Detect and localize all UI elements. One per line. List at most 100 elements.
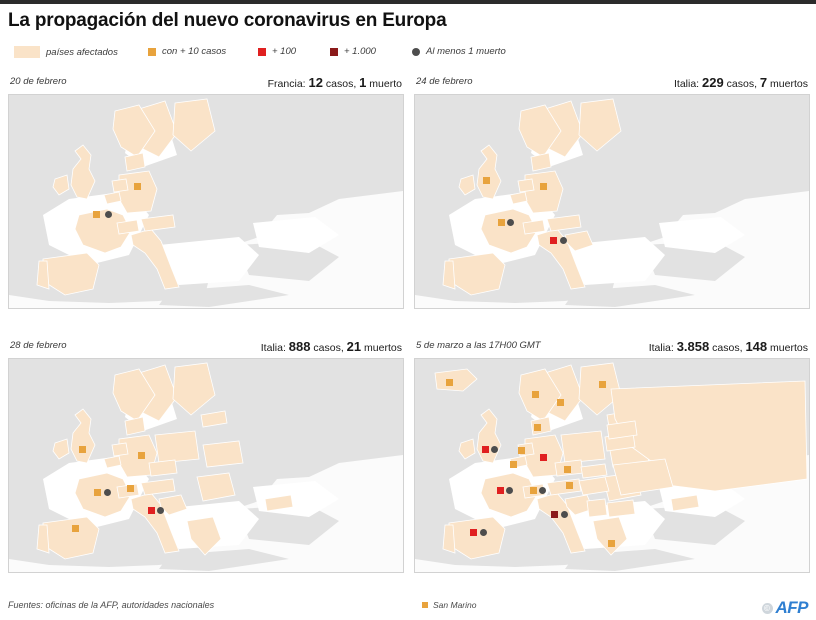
san-marino-note: San Marino (422, 600, 476, 610)
panel-date: 24 de febrero (416, 76, 473, 87)
top-bar (0, 0, 816, 4)
country-croatia (564, 230, 594, 252)
country-romania (196, 472, 236, 502)
country-portugal (442, 524, 456, 554)
sweden-marker (556, 398, 564, 406)
country-italy (536, 228, 586, 290)
stat-country: Francia: (267, 78, 309, 90)
country-hungary (578, 476, 610, 496)
country-ireland (52, 438, 70, 460)
country-poland (560, 430, 606, 464)
stat-cases-number: 3.858 (676, 339, 710, 354)
stat-deaths-number: 148 (745, 339, 768, 354)
stat-cases-word: casos, (709, 342, 746, 354)
country-serbia (586, 498, 608, 518)
europe-map (414, 358, 810, 573)
panel-header: 20 de febrero Francia: 12 casos, 1 muerto (8, 75, 404, 94)
dot-swatch-icon (412, 47, 420, 56)
norway-marker (531, 390, 539, 398)
country-poland (154, 430, 200, 464)
legend-label: Al menos 1 muerto (426, 46, 506, 57)
switzerland-marker (126, 484, 134, 492)
stat-deaths-number: 1 (359, 75, 367, 90)
panel-header: 24 de febrero Italia: 229 casos, 7 muerto… (414, 75, 810, 94)
country-france (74, 208, 132, 254)
country-belarus (202, 440, 244, 468)
country-netherlands (111, 178, 129, 193)
san-marino-swatch-icon (422, 602, 428, 608)
france-death-marker (505, 486, 513, 494)
country-uk (70, 144, 96, 200)
france-death-marker (104, 210, 112, 218)
country-austria (546, 214, 582, 232)
stat-deaths-word: muerto (366, 78, 402, 90)
panel-date: 28 de febrero (10, 340, 67, 351)
map-panel-1: 20 de febrero Francia: 12 casos, 1 muerto (8, 75, 404, 309)
panel-date: 5 de marzo a las 17H00 GMT (416, 340, 541, 351)
switzerland-death-marker (538, 486, 546, 494)
country-estonia (200, 410, 228, 428)
stat-cases-number: 12 (308, 75, 323, 90)
legend: países afectados con + 10 casos + 100 + 1.0… (10, 46, 810, 64)
legend-item-1: con + 10 casos (148, 46, 226, 57)
europe-map (8, 94, 404, 309)
country-austria (140, 214, 176, 232)
country-denmark (124, 416, 146, 436)
greece-marker (607, 539, 615, 547)
italy-death-marker (560, 510, 568, 518)
country-austria (546, 478, 582, 496)
country-greece (186, 516, 222, 556)
country-germany (118, 170, 158, 214)
country-france (480, 472, 538, 518)
legend-label: países afectados (46, 46, 118, 58)
country-finland (172, 362, 216, 416)
country-uk (476, 144, 502, 200)
country-georgia (670, 494, 700, 512)
country-finland (578, 98, 622, 152)
stat-country: Italia: (674, 78, 703, 90)
country-france (74, 472, 132, 518)
stat-cases-number: 888 (288, 339, 311, 354)
czechia-marker (563, 465, 571, 473)
country-czechia (148, 459, 178, 477)
country-ireland (458, 174, 476, 196)
area-swatch-icon (14, 46, 40, 58)
legend-label: + 100 (272, 46, 297, 57)
denmark-marker (533, 423, 541, 431)
square-swatch-icon (330, 47, 338, 56)
map-panel-3: 28 de febrero Italia: 888 casos, 21 muert… (8, 339, 404, 573)
italy-death-marker (559, 236, 567, 244)
stat-cases-word: casos, (310, 342, 347, 354)
country-austria (140, 478, 176, 496)
switzerland-marker (529, 486, 537, 494)
legend-item-2: + 100 (258, 46, 296, 57)
country-france (480, 208, 538, 254)
square-swatch-icon (148, 47, 156, 56)
country-belgium (103, 191, 122, 205)
netherlands-marker (517, 446, 525, 454)
country-iceland (434, 368, 478, 392)
country-switzerland (116, 219, 140, 235)
country-croatia (158, 494, 188, 516)
source-note: Fuentes: oficinas de la AFP, autoridades… (8, 600, 215, 610)
country-denmark (530, 152, 552, 172)
italy-marker (550, 510, 558, 518)
france-marker (496, 486, 504, 494)
country-ireland (458, 438, 476, 460)
uk-marker (482, 176, 490, 184)
panel-date: 20 de febrero (10, 76, 67, 87)
iceland-marker (445, 378, 453, 386)
france-death-marker (506, 218, 514, 226)
country-germany (524, 170, 564, 214)
country-netherlands (517, 178, 535, 193)
europe-map (414, 94, 810, 309)
legend-label: + 1.000 (344, 46, 376, 57)
panel-stat: Italia: 3.858 casos, 148 muertos (649, 339, 808, 354)
panel-stat: Italia: 888 casos, 21 muertos (261, 339, 402, 354)
austria-marker (565, 481, 573, 489)
legend-item-0: países afectados (14, 46, 118, 58)
country-greece (592, 516, 628, 556)
country-uk (70, 408, 96, 464)
afp-watermark: © AFP (761, 598, 808, 618)
france-marker (93, 488, 101, 496)
